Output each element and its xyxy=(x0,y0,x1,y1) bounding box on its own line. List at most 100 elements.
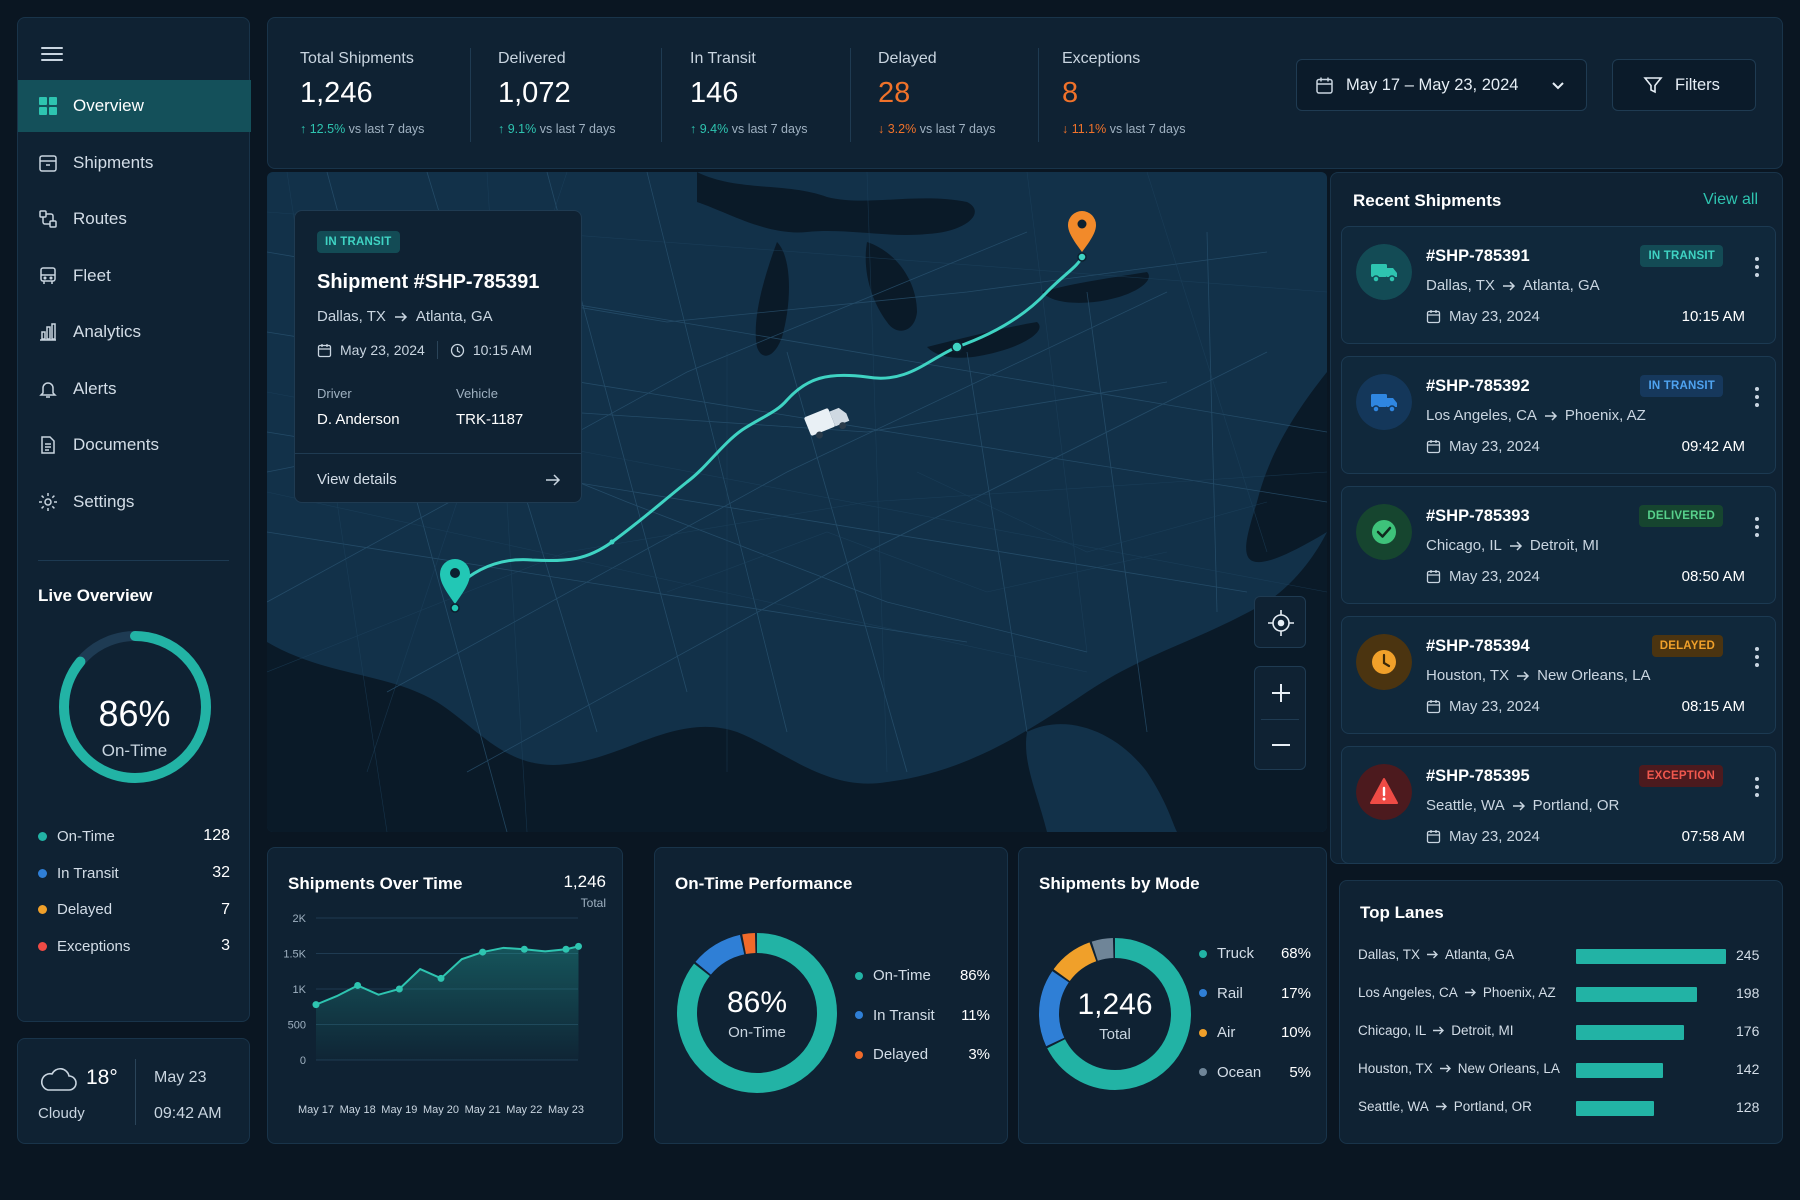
kebab-menu-icon[interactable] xyxy=(1753,515,1761,539)
lane-bar xyxy=(1576,1101,1655,1116)
shipments-by-mode-panel: Shipments by Mode 1,246 Total Truck 68% R… xyxy=(1018,847,1327,1144)
sidebar-item-fleet[interactable]: Fleet xyxy=(18,250,251,302)
sidebar-item-settings[interactable]: Settings xyxy=(18,476,251,528)
sidebar-item-alerts[interactable]: Alerts xyxy=(18,363,251,415)
live-percent: 86% xyxy=(98,693,171,734)
shipment-detail-card[interactable]: IN TRANSIT Shipment #SHP-785391 Dallas, … xyxy=(294,210,582,503)
legend-dot xyxy=(855,1011,863,1020)
donut-center-label: Total xyxy=(1099,1026,1131,1043)
gear-icon xyxy=(39,492,57,511)
view-details-link[interactable]: View details xyxy=(317,471,397,488)
status-badge: DELIVERED xyxy=(1639,505,1723,527)
zoom-out-icon[interactable] xyxy=(1255,720,1307,771)
shipment-map[interactable]: IN TRANSIT Shipment #SHP-785391 Dallas, … xyxy=(267,172,1327,832)
shipment-card[interactable]: #SHP-785391 IN TRANSIT Dallas, TX Atlanta… xyxy=(1341,226,1776,344)
lane-row[interactable]: Seattle, WA Portland, OR 128 xyxy=(1358,1097,1768,1119)
shipment-card[interactable]: #SHP-785392 IN TRANSIT Los Angeles, CA Ph… xyxy=(1341,356,1776,474)
lane-destination: Phoenix, AZ xyxy=(1482,985,1556,1000)
donut-center-value: 86% xyxy=(726,986,788,1019)
donut-center-label: On-Time xyxy=(728,1024,786,1041)
hamburger-icon[interactable] xyxy=(38,40,66,68)
x-tick-label: May 23 xyxy=(548,1104,584,1116)
kebab-menu-icon[interactable] xyxy=(1753,775,1761,799)
y-tick-label: 1K xyxy=(293,984,307,996)
route-destination: Atlanta, GA xyxy=(1522,277,1600,294)
main-nav: Overview Shipments Routes Fleet Analytic… xyxy=(18,80,251,532)
shipment-card[interactable]: #SHP-785395 EXCEPTION Seattle, WA Portlan… xyxy=(1341,746,1776,864)
locate-button[interactable] xyxy=(1254,596,1306,648)
kpi-change: ↑ 9.4% vs last 7 days xyxy=(690,122,807,136)
arrow-up-icon: ↑ xyxy=(498,122,508,136)
lane-name: Houston, TX New Orleans, LA xyxy=(1358,1061,1560,1076)
sidebar-item-documents[interactable]: Documents xyxy=(18,419,251,471)
shipment-card[interactable]: #SHP-785393 DELIVERED Chicago, IL Detroit… xyxy=(1341,486,1776,604)
weather-widget: 18° Cloudy May 23 09:42 AM xyxy=(17,1038,250,1144)
kpi-value: 146 xyxy=(690,77,739,109)
status-badge: DELAYED xyxy=(1651,635,1723,657)
live-row-label: In Transit xyxy=(57,864,119,882)
lane-origin: Los Angeles, CA xyxy=(1358,985,1458,1000)
shipment-route: Houston, TX New Orleans, LA xyxy=(1426,667,1651,684)
lane-bar xyxy=(1576,987,1698,1002)
origin-pin-icon[interactable] xyxy=(440,559,470,613)
arrow-right-icon xyxy=(1433,1026,1445,1035)
route-origin: Chicago, IL xyxy=(1426,537,1502,554)
lane-destination: New Orleans, LA xyxy=(1457,1061,1560,1076)
kpi-change: ↓ 3.2% vs last 7 days xyxy=(878,122,995,136)
legend-dot xyxy=(38,868,47,878)
arrow-down-icon: ↓ xyxy=(1062,122,1072,136)
view-all-link[interactable]: View all xyxy=(1703,191,1758,208)
route-destination: New Orleans, LA xyxy=(1537,667,1651,684)
data-point xyxy=(312,1001,320,1009)
kpi-change-suffix: vs last 7 days xyxy=(1109,122,1186,136)
route-origin: Dallas, TX xyxy=(1426,277,1495,294)
truck-marker-icon[interactable] xyxy=(804,402,852,441)
calendar-icon xyxy=(1426,310,1441,324)
filters-button[interactable]: Filters xyxy=(1612,59,1756,111)
live-percent-label: On-Time xyxy=(101,741,168,760)
kebab-menu-icon[interactable] xyxy=(1753,645,1761,669)
sidebar-item-routes[interactable]: Routes xyxy=(18,193,251,245)
lane-value: 245 xyxy=(1736,947,1760,963)
kpi-divider xyxy=(850,48,851,142)
weather-date: May 23 xyxy=(154,1069,207,1086)
total-label: Total xyxy=(580,896,606,910)
lane-row[interactable]: Dallas, TX Atlanta, GA 245 xyxy=(1358,945,1768,967)
kpi-exceptions: Exceptions 8 ↓ 11.1% vs last 7 days xyxy=(1062,50,1185,150)
panel-title: On-Time Performance xyxy=(675,874,853,893)
donut-legend: On-Time 86% In Transit 11% Delayed 3% xyxy=(855,956,990,1075)
series-line xyxy=(315,945,579,1006)
lane-name: Seattle, WA Portland, OR xyxy=(1358,1099,1532,1114)
donut-legend: Truck 68% Rail 17% Air 10% Ocean 5% xyxy=(1199,934,1311,1092)
lane-row[interactable]: Houston, TX New Orleans, LA 142 xyxy=(1358,1059,1768,1081)
sidebar-item-shipments[interactable]: Shipments xyxy=(18,137,251,189)
shipment-id: #SHP-785391 xyxy=(1426,247,1530,265)
kebab-menu-icon[interactable] xyxy=(1753,385,1761,409)
panel-title: Shipments by Mode xyxy=(1039,874,1200,893)
shipment-time: 08:15 AM xyxy=(1681,698,1745,715)
date-range-picker[interactable]: May 17 – May 23, 2024 xyxy=(1296,59,1587,111)
sidebar-item-overview[interactable]: Overview xyxy=(18,80,251,132)
status-badge: EXCEPTION xyxy=(1638,765,1723,787)
sidebar-item-analytics[interactable]: Analytics xyxy=(18,306,251,358)
shipment-route: Dallas, TX Atlanta, GA xyxy=(1426,277,1600,294)
calendar-icon xyxy=(1426,830,1441,844)
destination-pin-icon[interactable] xyxy=(1068,211,1096,262)
kebab-menu-icon[interactable] xyxy=(1753,255,1761,279)
legend-value: 86% xyxy=(959,967,990,985)
y-tick-label: 2K xyxy=(293,913,307,925)
cloud-icon xyxy=(40,1068,77,1091)
shipment-id: #SHP-785395 xyxy=(1426,767,1530,785)
shipment-card[interactable]: #SHP-785394 DELAYED Houston, TX New Orlea… xyxy=(1341,616,1776,734)
status-badge: IN TRANSIT xyxy=(1640,375,1723,397)
zoom-in-icon[interactable] xyxy=(1255,667,1307,719)
lane-row[interactable]: Los Angeles, CA Phoenix, AZ 198 xyxy=(1358,983,1768,1005)
truck-icon xyxy=(1356,374,1412,430)
legend-dot xyxy=(1199,1068,1207,1077)
clock-icon xyxy=(450,343,464,357)
arrow-right-icon[interactable] xyxy=(545,473,561,487)
arrow-right-icon xyxy=(1464,988,1476,997)
legend-row-ontime: On-Time 86% xyxy=(855,956,990,996)
lane-origin: Chicago, IL xyxy=(1358,1023,1427,1038)
lane-row[interactable]: Chicago, IL Detroit, MI 176 xyxy=(1358,1021,1768,1043)
